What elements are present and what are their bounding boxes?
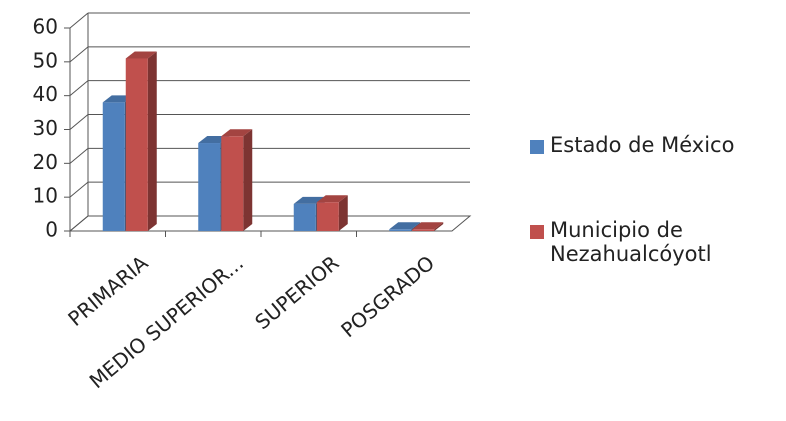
bar-top — [125, 51, 157, 59]
bar-side — [147, 51, 157, 232]
y-tick-label: 0 — [45, 218, 58, 242]
grid-line — [69, 215, 89, 232]
bar — [412, 229, 435, 231]
grid-line — [69, 46, 89, 63]
y-tick-label: 10 — [33, 184, 58, 208]
x-tick-label: MEDIO SUPERIOR... — [85, 251, 248, 394]
x-tick-label: SUPERIOR — [250, 251, 343, 335]
x-tick-label: POSGRADO — [336, 251, 439, 343]
bar — [221, 136, 244, 231]
bar-top — [316, 195, 348, 203]
grid-line — [69, 114, 89, 130]
bar — [102, 102, 125, 231]
y-tick-label: 30 — [33, 116, 58, 140]
legend-swatch — [530, 225, 544, 239]
bar — [293, 203, 316, 231]
bar — [125, 58, 148, 232]
bar — [316, 202, 339, 231]
bar-top — [412, 222, 444, 230]
legend-item: Municipio de Nezahualcóyotl — [530, 218, 770, 266]
legend-label: Estado de México — [550, 133, 735, 157]
y-tick-label: 50 — [33, 48, 58, 72]
x-tick-label: PRIMARIA — [63, 250, 152, 330]
legend-item: Estado de México — [530, 133, 770, 157]
bar — [389, 229, 412, 231]
y-tick-label: 40 — [33, 82, 58, 106]
y-tick-label: 20 — [33, 150, 58, 174]
legend-swatch — [530, 140, 544, 154]
legend-label: Municipio de Nezahualcóyotl — [550, 218, 712, 266]
bar-side — [434, 222, 444, 231]
grid-line — [69, 80, 89, 97]
grid-line — [69, 12, 89, 29]
bar-side — [243, 129, 253, 231]
bar-top — [221, 129, 253, 137]
grid-line — [69, 147, 89, 164]
bar — [198, 143, 221, 231]
y-tick-label: 60 — [33, 15, 58, 39]
grid-line — [69, 181, 89, 198]
bar-side — [338, 195, 348, 231]
bar-top — [389, 222, 421, 230]
